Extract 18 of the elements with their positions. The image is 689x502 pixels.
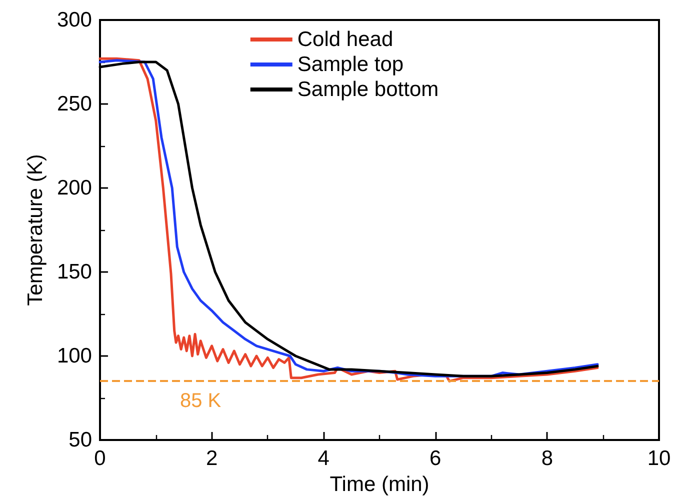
- x-tick-label: 4: [318, 447, 330, 470]
- x-axis-title: Time (min): [330, 472, 430, 496]
- y-tick-label: 150: [56, 260, 92, 284]
- y-tick-label: 100: [56, 344, 92, 368]
- x-tick-label: 0: [94, 447, 106, 470]
- y-axis-title: Temperature (K): [24, 154, 48, 306]
- y-tick-label: 200: [56, 176, 92, 200]
- legend-label: Sample bottom: [297, 78, 439, 101]
- y-tick-label: 250: [56, 92, 92, 116]
- x-tick-label: 2: [206, 447, 218, 470]
- legend-label: Cold head: [297, 28, 394, 51]
- ref-line-label: 85 K: [180, 390, 222, 412]
- legend-label: Sample top: [297, 53, 404, 76]
- y-tick-label: 300: [56, 8, 92, 32]
- x-tick-label: 10: [647, 447, 671, 470]
- x-tick-label: 8: [541, 447, 554, 470]
- y-tick-label: 50: [68, 428, 92, 452]
- x-tick-label: 6: [430, 447, 442, 470]
